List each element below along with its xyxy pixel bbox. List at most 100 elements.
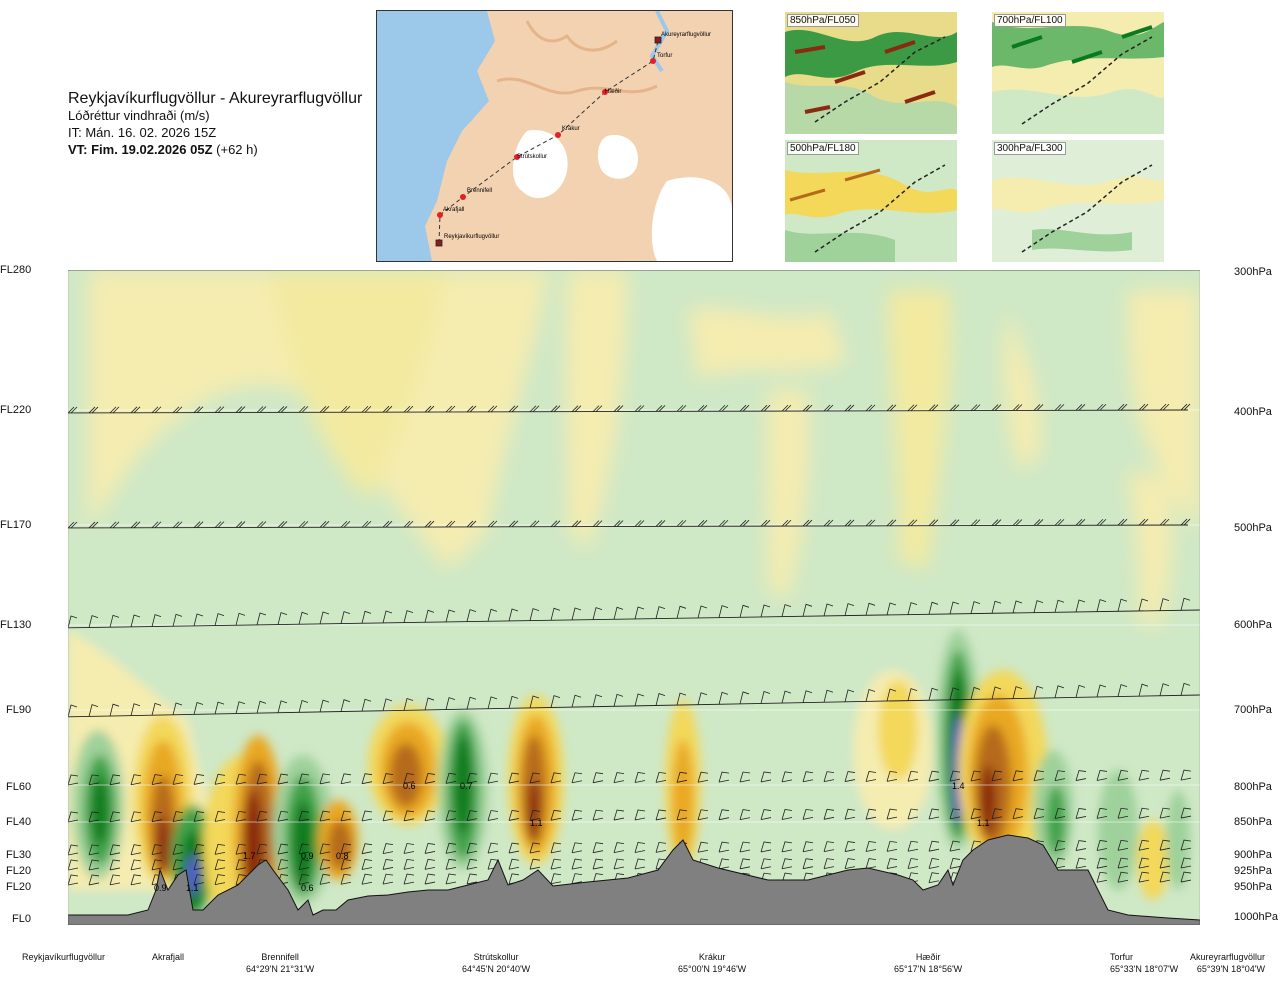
wind-barb: [802, 404, 813, 412]
wind-barb: [1075, 404, 1086, 411]
wind-barb: [298, 810, 310, 822]
wind-barb: [88, 406, 99, 414]
wind-barb: [1180, 871, 1192, 883]
location-label: Torfur 65°33'N 18°07'W: [1110, 951, 1178, 975]
wind-barb: [844, 404, 855, 412]
wind-barb: [235, 406, 246, 413]
wind-barb: [613, 858, 625, 870]
wind-barb: [571, 809, 583, 821]
wind-barb: [592, 858, 604, 870]
wind-barb: [844, 771, 856, 782]
wind-barb: [382, 873, 394, 885]
title-block: Reykjavíkurflugvöllur - Akureyrarflugvöl…: [68, 90, 362, 158]
wind-barb: [445, 842, 457, 854]
wind-barb: [68, 704, 78, 718]
wind-barb: [1138, 518, 1149, 526]
wind-barb: [214, 874, 226, 886]
location-name: Strútskollur: [473, 952, 519, 962]
fl-label: FL220: [0, 404, 32, 416]
wind-barb: [760, 841, 772, 853]
wind-barb: [130, 811, 142, 823]
wind-barb: [676, 405, 687, 412]
wind-barb: [445, 697, 456, 710]
wind-barb: [1180, 807, 1192, 819]
wind-barb: [382, 773, 394, 785]
wind-barb: [1159, 807, 1171, 819]
wind-barb: [823, 519, 834, 527]
wind-barbs: [68, 270, 1200, 718]
wind-barb: [151, 521, 162, 529]
wind-barb: [865, 404, 876, 412]
location-coord: 65°39'N 18°04'W: [1196, 964, 1266, 974]
mini-map-500-svg: [785, 140, 957, 262]
wind-barb: [361, 873, 373, 885]
wind-barb: [592, 520, 603, 527]
wind-barb: [781, 771, 793, 783]
wind-barb: [277, 406, 288, 413]
fl-label: FL20: [6, 881, 32, 893]
pressure-label: 950hPa: [1234, 881, 1272, 893]
wind-barb: [130, 874, 142, 886]
wind-barb: [214, 521, 225, 528]
wind-barb: [697, 771, 709, 783]
wind-barb: [1096, 403, 1107, 411]
wind-barb: [1159, 857, 1171, 869]
wind-barb: [760, 771, 772, 783]
wind-barb: [88, 874, 100, 886]
wind-barb: [445, 873, 457, 885]
wind-barb: [781, 604, 792, 617]
wind-barb: [487, 696, 498, 709]
wind-barb: [130, 521, 141, 529]
wind-barb: [1138, 598, 1149, 612]
wind-barb: [68, 406, 78, 414]
wind-barb: [949, 687, 960, 700]
wind-barb: [655, 771, 667, 783]
wind-barb: [550, 405, 561, 413]
wind-barb: [760, 604, 771, 618]
wind-barb: [361, 859, 373, 870]
wind-barb: [466, 772, 478, 784]
location-name: Reykjavíkurflugvöllur: [22, 952, 106, 962]
wind-barb: [403, 773, 415, 784]
wind-barb: [970, 808, 982, 820]
wind-barb: [445, 520, 456, 528]
wind-barb: [718, 809, 730, 821]
wind-barb: [865, 519, 876, 527]
wind-barb: [424, 520, 435, 528]
wind-barb: [970, 601, 981, 614]
wind-barb: [697, 809, 709, 821]
wind-barb: [466, 810, 478, 821]
wind-barb: [68, 874, 79, 886]
wind-barb: [1054, 840, 1066, 852]
wind-barb: [340, 843, 352, 855]
wind-barb: [1075, 519, 1086, 526]
wind-barb: [886, 519, 897, 527]
wind-barb: [802, 690, 813, 703]
cell-value: 0.6: [403, 781, 416, 791]
wind-barb: [214, 406, 225, 413]
wind-barb: [445, 858, 457, 870]
location-label: Krákur 65°00'N 19°46'W: [678, 951, 746, 975]
wind-barb: [592, 607, 603, 620]
pressure-label: 900hPa: [1234, 849, 1272, 861]
fl-label: FL60: [6, 781, 32, 793]
wind-barb: [844, 858, 856, 870]
wind-barb: [781, 519, 792, 527]
wind-barb: [1012, 404, 1023, 411]
wind-barb: [1033, 404, 1044, 411]
wind-barb: [193, 859, 205, 871]
wind-barb: [298, 843, 310, 855]
wind-barb: [445, 810, 457, 822]
wind-barb: [529, 405, 540, 413]
wind-barb: [886, 770, 898, 782]
terrain-profile: [68, 834, 1200, 925]
wind-barb: [1096, 518, 1107, 526]
wind-barb: [403, 843, 415, 854]
wind-barb: [1180, 597, 1191, 611]
wind-barb: [1096, 599, 1107, 612]
wind-barb: [970, 519, 981, 526]
wind-barb: [109, 521, 120, 529]
wind-barb: [508, 809, 520, 821]
wind-barb: [424, 873, 436, 885]
wind-barb: [88, 844, 100, 856]
